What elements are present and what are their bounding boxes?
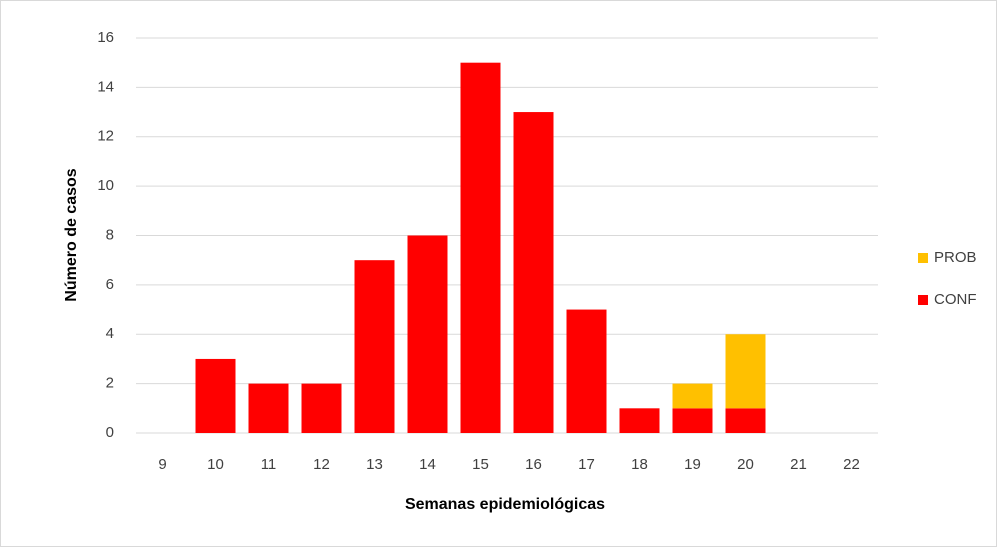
bar-segment [672,408,713,433]
x-tick-label: 19 [684,456,701,473]
bar-segment [407,235,448,433]
legend-swatch [918,253,928,263]
y-tick-label: 16 [97,29,114,46]
x-tick-label: 9 [158,456,166,473]
x-tick-label: 15 [472,456,489,473]
y-tick-label: 14 [97,78,114,95]
bar-segment [619,408,660,433]
x-tick-label: 12 [313,456,330,473]
y-tick-label: 8 [106,226,114,243]
bar-segment [513,112,554,433]
bar-segment [460,62,501,433]
y-axis-title: Número de casos [63,168,80,301]
y-tick-label: 4 [106,325,114,342]
legend-label: PROB [934,249,977,266]
x-tick-label: 17 [578,456,595,473]
x-tick-label: 14 [419,456,436,473]
x-tick-label: 22 [843,456,860,473]
y-tick-label: 6 [106,276,114,293]
x-tick-label: 13 [366,456,383,473]
bar-segment [672,383,713,409]
y-tick-label: 2 [106,375,114,392]
bar-segment [354,260,395,433]
x-axis-title: Semanas epidemiológicas [405,496,605,513]
y-tick-label: 10 [97,177,114,194]
bar-segment [248,383,289,433]
bar-segment [566,309,607,433]
legend-label: CONF [934,291,977,308]
bar-segment [195,358,236,433]
x-tick-label: 16 [525,456,542,473]
bar-segment [301,383,342,433]
x-tick-label: 18 [631,456,648,473]
x-tick-label: 21 [790,456,807,473]
legend-swatch [918,295,928,305]
y-tick-label: 0 [106,424,114,441]
x-tick-label: 10 [207,456,224,473]
x-tick-label: 11 [261,456,277,473]
bar-segment [725,408,766,433]
x-tick-label: 20 [737,456,754,473]
bar-segment [725,334,766,409]
y-tick-label: 12 [97,128,114,145]
